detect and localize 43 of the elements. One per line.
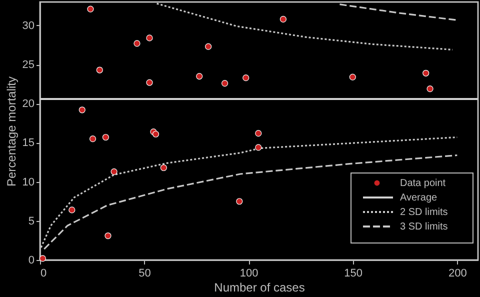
x-tick-label: 100 [240,268,258,280]
point [89,136,96,142]
point [236,198,243,205]
x-tick-label: 0 [40,268,47,280]
point [196,72,203,80]
point [255,144,262,151]
point [110,168,118,175]
point [102,134,109,141]
point [68,206,76,214]
point [242,74,250,82]
point [221,80,228,87]
y-tick-label: 30 [22,20,34,32]
y-tick-label: 25 [22,59,34,72]
point [255,130,262,137]
x-axis-title: Number of cases [214,280,305,294]
x-tick-label: 50 [138,268,151,280]
point [280,16,286,22]
y-tick-label: 10 [22,176,34,188]
point [134,40,140,47]
point [104,232,112,240]
y-tick-label: 15 [22,137,34,150]
point [78,106,86,114]
point [87,6,94,12]
y-axis-title: Percentage mortality [4,76,18,187]
point [422,70,430,76]
point [39,255,46,262]
legend-label: Average [400,192,438,204]
legend-label: 2 SD limits [400,207,448,218]
point [205,43,212,50]
point [160,164,167,172]
y-tick-label: 20 [22,98,34,110]
x-tick-label: 200 [448,268,467,280]
legend-label: 3 SD limits [400,222,448,232]
point [146,34,153,42]
y-tick-label: 0 [28,254,34,266]
point [426,85,434,92]
x-tick-label: 150 [344,268,363,280]
legend-label: Data point [400,178,446,189]
y-tick-label: 5 [28,215,34,228]
point [96,66,103,74]
point [349,74,356,80]
point [152,130,160,138]
point [146,79,153,86]
